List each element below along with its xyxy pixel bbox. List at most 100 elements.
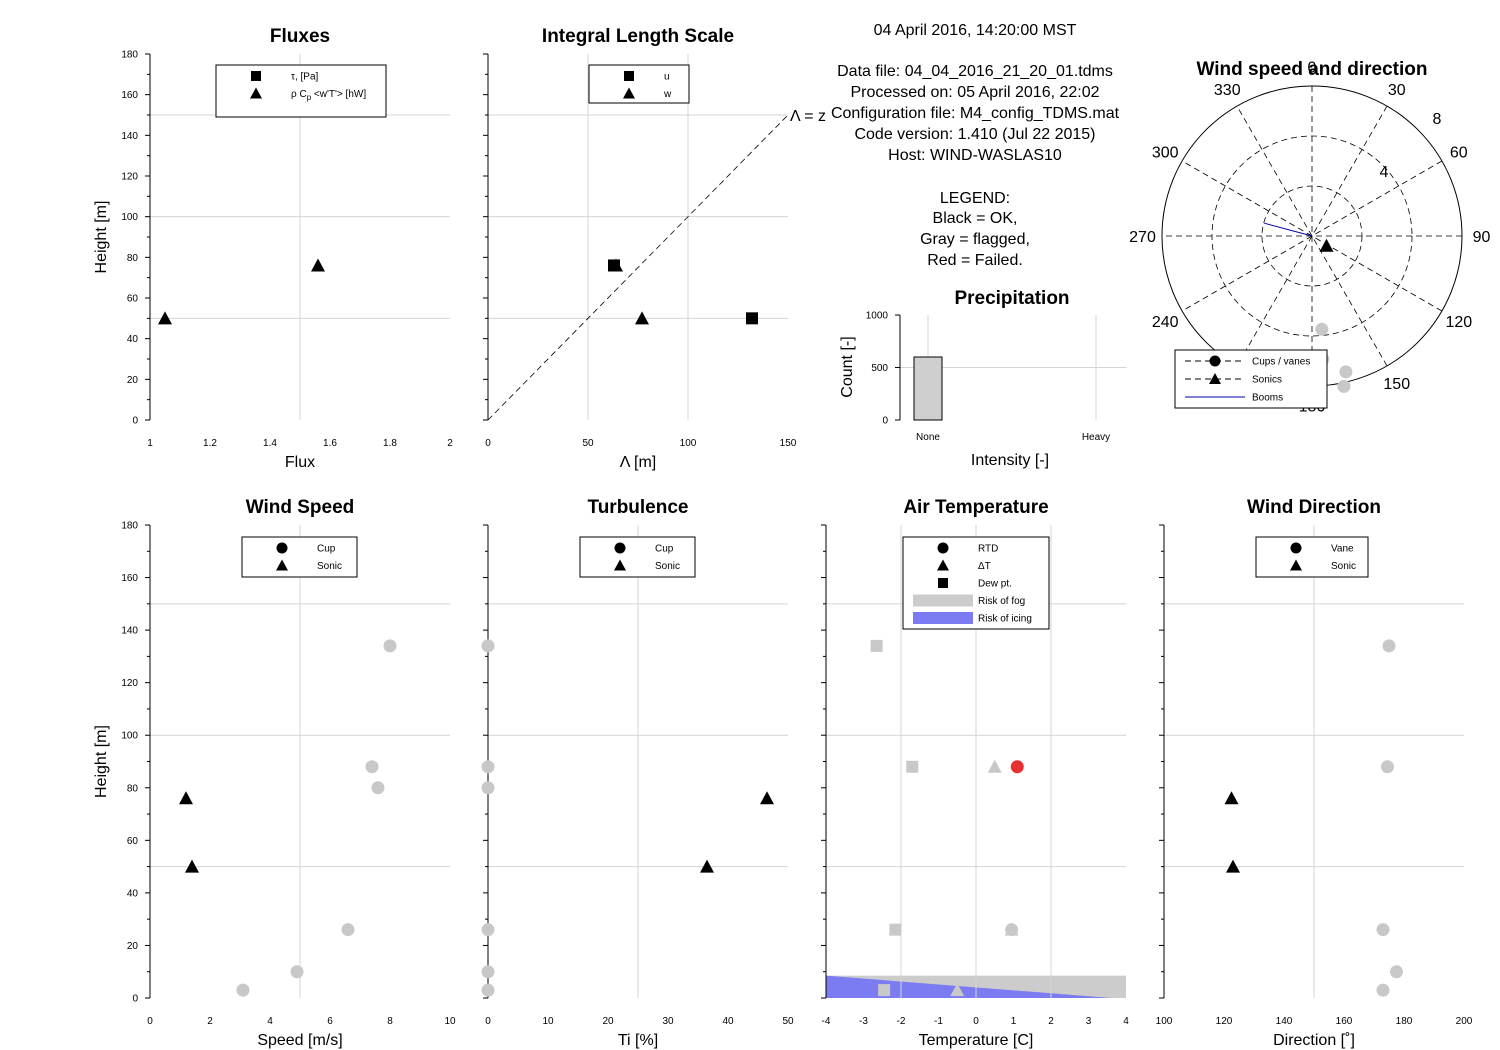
legend-box xyxy=(588,64,690,104)
data-point-triangle xyxy=(760,791,774,805)
legend-patch xyxy=(913,612,973,624)
x-tick-label: 20 xyxy=(602,1016,614,1027)
legend-label: Cup xyxy=(655,544,674,555)
info-line: Processed on: 05 April 2016, 22:02 xyxy=(850,84,1099,101)
chart-airtemp: -4 -3 -2 -1 0 1 2 3 4 Air Temperature Temperature … xyxy=(821,497,1129,1049)
data-point-triangle xyxy=(179,791,193,805)
y-tick-label: 100 xyxy=(121,212,138,223)
data-point-circle xyxy=(481,639,495,653)
legend-box xyxy=(579,536,696,578)
legend: Cup Sonic xyxy=(579,536,696,578)
legend-box xyxy=(1255,536,1369,578)
data-point-circle xyxy=(236,983,250,997)
x-tick-label: -2 xyxy=(897,1016,906,1027)
info-line: Red = Failed. xyxy=(927,252,1023,269)
lambda-equals-z-line xyxy=(487,114,789,421)
precip-bar-none xyxy=(913,356,943,421)
data-point-circle xyxy=(481,965,495,979)
x-axis-label: Temperature [C] xyxy=(919,1032,1034,1049)
y-tick-label: 60 xyxy=(127,836,139,847)
polar-angle-label: 30 xyxy=(1388,82,1406,99)
x-tick-label: -3 xyxy=(859,1016,868,1027)
polar-point-circle xyxy=(1339,365,1353,379)
data-point-square xyxy=(870,639,883,652)
data-point-square xyxy=(746,312,758,325)
x-tick-label: 160 xyxy=(1336,1016,1353,1027)
polar-angle-label: 90 xyxy=(1473,229,1491,246)
chart-title: Wind speed and direction xyxy=(1196,59,1427,80)
legend: τ, [Pa] ρ Cp <w'T'> [hW] xyxy=(215,64,387,118)
chart-precipitation: 0 500 1000 None Heavy Precipitation Intensity … xyxy=(839,288,1126,469)
x-tick-label: -1 xyxy=(934,1016,943,1027)
x-tick-label: 40 xyxy=(722,1016,734,1027)
data-point-circle xyxy=(371,781,385,795)
legend: Cup Sonic xyxy=(241,536,358,578)
x-tick-label: 200 xyxy=(1456,1016,1473,1027)
x-tick-label: 2 xyxy=(1048,1016,1054,1027)
data-point-circle xyxy=(341,923,355,937)
info-line: Host: WIND-WASLAS10 xyxy=(888,147,1062,164)
legend-patch xyxy=(913,594,973,607)
polar-angle-label: 150 xyxy=(1383,376,1410,393)
y-tick-label: 80 xyxy=(127,253,139,264)
x-tick-label: 10 xyxy=(542,1016,554,1027)
y-tick-label: 160 xyxy=(121,90,138,101)
reference-line-label: Λ = z xyxy=(790,108,826,125)
legend-marker-triangle xyxy=(250,87,262,99)
legend-marker-circle xyxy=(1290,542,1302,554)
x-axis-label: Λ [m] xyxy=(620,454,656,471)
data-point-triangle xyxy=(635,311,649,325)
data-point-circle xyxy=(1376,923,1390,937)
chart-winddir: 100 120 140 160 180 200 Wind Direction Directio… xyxy=(1156,497,1473,1049)
data-point-square xyxy=(906,760,919,773)
legend-label: Risk of icing xyxy=(978,614,1032,625)
x-tick-label: 100 xyxy=(1156,1016,1173,1027)
y-tick-label: 120 xyxy=(121,172,138,183)
chart-title: Wind Speed xyxy=(246,497,355,518)
data-point-triangle xyxy=(158,311,172,325)
legend-marker-circle xyxy=(1209,355,1221,367)
x-tick-label: 1.8 xyxy=(383,438,397,449)
x-tick-label: 1.4 xyxy=(263,438,277,449)
legend-marker-triangle xyxy=(614,559,626,571)
data-point-circle xyxy=(290,965,304,979)
boom-direction-line xyxy=(1264,222,1313,237)
y-axis-label: Height [m] xyxy=(93,201,110,274)
legend: Cups / vanes Sonics Booms xyxy=(1174,349,1328,409)
y-tick-label: 140 xyxy=(121,131,138,142)
y-tick-label: 1000 xyxy=(866,311,889,322)
x-tick-label: 2 xyxy=(447,438,453,449)
x-tick-label: 10 xyxy=(444,1016,456,1027)
legend-label: RTD xyxy=(978,544,998,555)
x-tick-label: 8 xyxy=(387,1016,393,1027)
data-point-circle xyxy=(383,639,397,653)
chart-title: Integral Length Scale xyxy=(542,26,734,47)
data-point-triangle xyxy=(185,859,199,873)
legend-box xyxy=(215,64,387,118)
legend-marker-square xyxy=(938,578,948,588)
legend-label: ρ Cp <w'T'> [hW] xyxy=(291,89,366,102)
chart-ils: 0 50 100 150 Integral Length Scale Λ [m] Λ = z… xyxy=(483,26,826,471)
chart-title: Air Temperature xyxy=(903,497,1048,518)
x-axis-label: Flux xyxy=(285,454,315,471)
chart-title: Wind Direction xyxy=(1247,497,1381,518)
y-tick-label: 140 xyxy=(121,626,138,637)
y-tick-label: 180 xyxy=(121,50,138,61)
y-tick-label: 0 xyxy=(132,416,138,427)
legend-label: Dew pt. xyxy=(978,579,1012,590)
chart-turbulence: 0 10 20 30 40 50 Turbulence Ti [%] Cup Sonic xyxy=(481,497,794,1049)
chart-title: Precipitation xyxy=(954,288,1069,309)
legend-marker-circle xyxy=(276,542,288,554)
legend-box xyxy=(241,536,358,578)
x-tick-label: -4 xyxy=(822,1016,831,1027)
legend-marker-square xyxy=(624,71,634,81)
icing-risk-region xyxy=(826,975,1111,998)
data-point-circle xyxy=(481,983,495,997)
x-tick-label: 1.6 xyxy=(323,438,337,449)
x-category-label: Heavy xyxy=(1082,432,1110,443)
data-point-triangle xyxy=(311,258,325,272)
legend-marker-triangle xyxy=(1209,373,1221,384)
x-tick-label: 30 xyxy=(662,1016,674,1027)
polar-angle-label: 120 xyxy=(1445,314,1472,331)
